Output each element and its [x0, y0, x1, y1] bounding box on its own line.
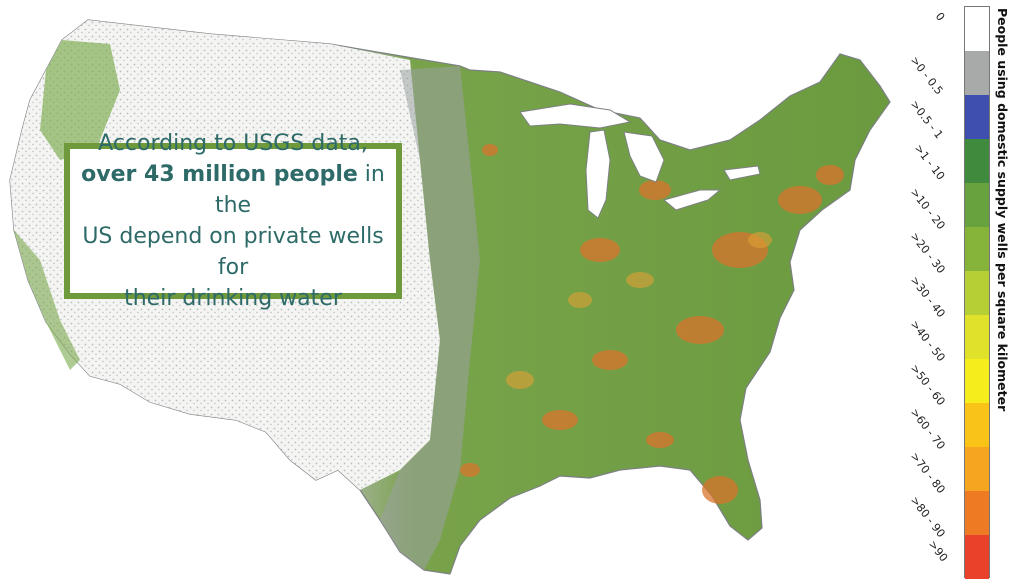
callout-line-2: over 43 million people in the: [70, 159, 396, 221]
callout-line-2-rest: in the: [214, 162, 385, 218]
lake-huron: [623, 131, 665, 183]
legend-swatch: [965, 403, 989, 447]
plains-band: [380, 66, 480, 570]
legend-swatch: [965, 271, 989, 315]
lake-superior: [519, 103, 632, 129]
info-callout: According to USGS data, over 43 million …: [64, 131, 402, 311]
legend-swatch: [965, 183, 989, 227]
callout-line-4: their drinking water: [124, 286, 342, 311]
hotspots-yellow: [506, 232, 772, 389]
pacific-northwest-green: [40, 40, 120, 160]
legend-swatch: [965, 359, 989, 403]
callout-line-3: US depend on private wells for: [82, 224, 384, 280]
legend-swatch: [965, 51, 989, 95]
callout-line-1: According to USGS data,: [98, 131, 368, 156]
legend-swatch: [965, 535, 989, 579]
legend-swatch: [965, 315, 989, 359]
legend-swatch: [965, 7, 989, 51]
lake-michigan: [585, 129, 611, 219]
lake-erie: [662, 189, 722, 211]
legend-swatch: [965, 227, 989, 271]
legend-color-bar: [964, 6, 990, 579]
callout-highlight: over 43 million people: [81, 162, 358, 187]
lake-ontario: [723, 165, 761, 181]
legend-swatch: [965, 447, 989, 491]
legend-swatch: [965, 491, 989, 535]
hotspots: [460, 144, 844, 504]
legend-swatch: [965, 139, 989, 183]
great-lakes: [519, 103, 761, 219]
legend-title-text: People using domestic supply wells per s…: [995, 8, 1010, 412]
california-green: [14, 230, 80, 370]
legend-swatch: [965, 95, 989, 139]
legend-title: People using domestic supply wells per s…: [990, 8, 1014, 418]
